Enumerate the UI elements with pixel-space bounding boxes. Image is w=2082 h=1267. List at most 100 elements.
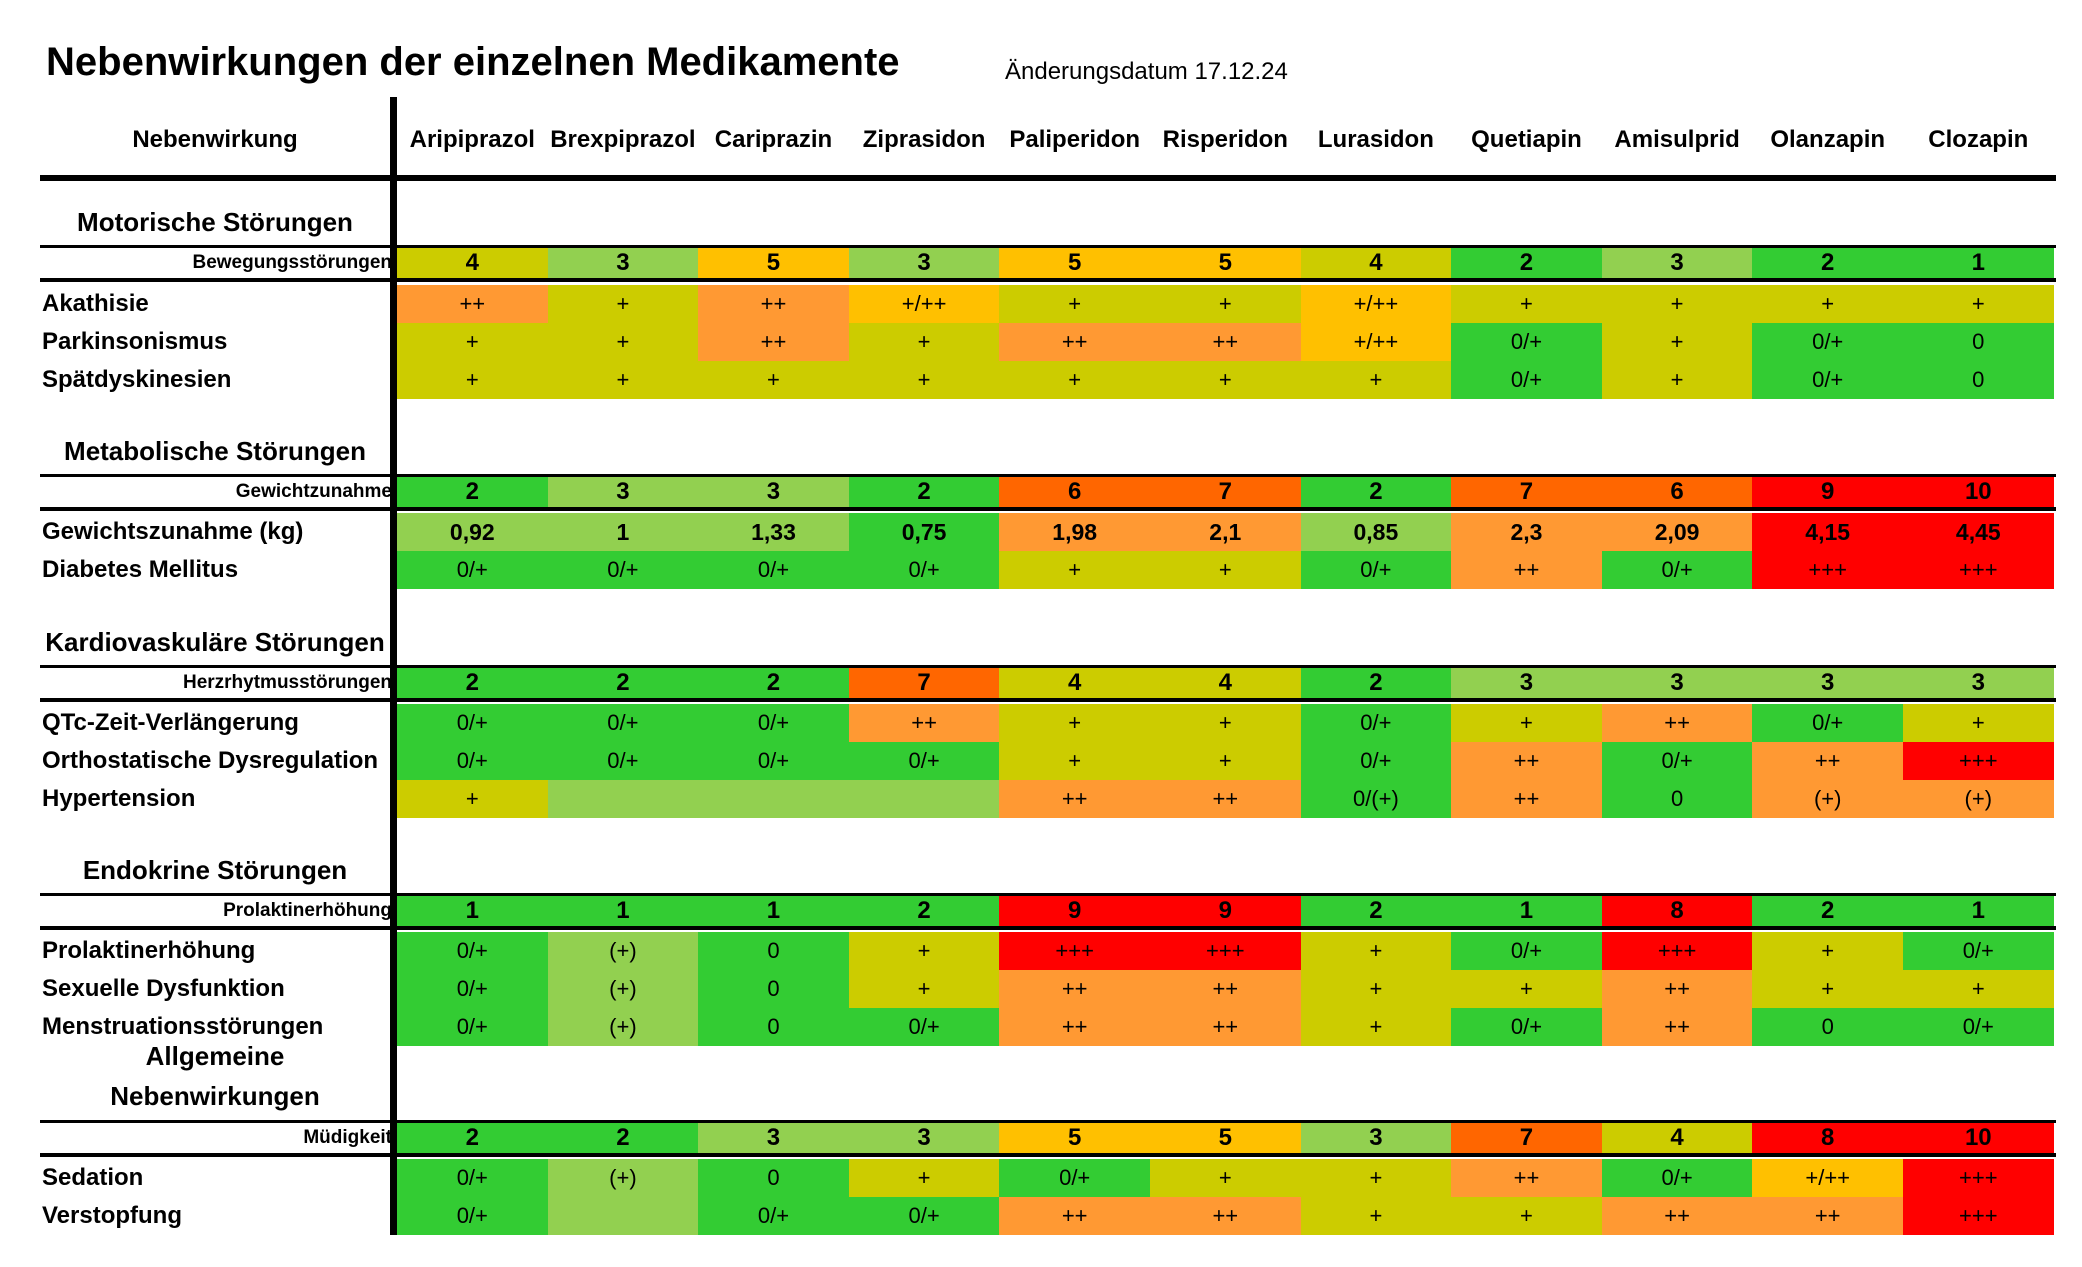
table-cell: + xyxy=(848,1159,1000,1197)
column-header-drug: Ziprasidon xyxy=(862,126,986,153)
table-cell xyxy=(698,780,849,818)
section-divider xyxy=(40,1120,2056,1123)
table-cell: 0 xyxy=(1752,1008,1903,1046)
table-cell: 1,98 xyxy=(999,513,1150,551)
summary-score-cell: 4 xyxy=(999,668,1150,698)
table-cell: 0/+ xyxy=(1601,1159,1753,1197)
section-title-line2: Nebenwirkungen xyxy=(110,1081,320,1111)
table-cell: 0/+ xyxy=(698,704,849,742)
summary-score-cell: 1 xyxy=(1903,896,2054,926)
row-label: Orthostatische Dysregulation xyxy=(42,747,379,774)
section-title: Endokrine Störungen xyxy=(82,855,348,885)
table-cell: + xyxy=(397,323,548,361)
change-date: Änderungsdatum 17.12.24 xyxy=(1005,58,1288,85)
table-cell: + xyxy=(1150,361,1301,399)
table-cell: + xyxy=(1300,1008,1452,1046)
table-cell: 0/+ xyxy=(547,551,699,589)
table-cell: + xyxy=(1451,1197,1602,1235)
table-cell: ++ xyxy=(1601,1197,1753,1235)
summary-score-cell: 6 xyxy=(1601,477,1753,507)
table-cell: 0/+ xyxy=(397,1008,548,1046)
table-cell: + xyxy=(1601,285,1753,323)
table-cell: 0/+ xyxy=(397,551,548,589)
summary-score-cell: 3 xyxy=(547,477,699,507)
section-divider xyxy=(40,893,2056,896)
summary-score-cell: 5 xyxy=(698,248,849,278)
table-cell: + xyxy=(1150,1159,1301,1197)
table-cell: ++ xyxy=(1150,970,1301,1008)
summary-score-cell: 2 xyxy=(547,668,699,698)
table-cell: ++ xyxy=(1451,780,1602,818)
section-title: Metabolische Störungen xyxy=(64,436,366,466)
table-cell: 0,75 xyxy=(848,513,1000,551)
summary-score-cell: 1 xyxy=(698,896,849,926)
table-cell: + xyxy=(1752,970,1903,1008)
summary-score-cell: 6 xyxy=(999,477,1150,507)
table-cell: + xyxy=(1451,970,1602,1008)
table-cell: 0 xyxy=(698,970,849,1008)
table-cell: ++ xyxy=(999,1008,1150,1046)
summary-score-cell: 4 xyxy=(397,248,548,278)
section-title: Motorische Störungen xyxy=(77,207,353,237)
row-label: QTc-Zeit-Verlängerung xyxy=(42,709,299,736)
table-cell: ++ xyxy=(397,285,548,323)
summary-score-cell: 2 xyxy=(397,477,548,507)
table-cell: + xyxy=(848,932,1000,970)
table-cell: + xyxy=(1451,285,1602,323)
table-cell: 0 xyxy=(698,1008,849,1046)
table-cell: + xyxy=(397,361,548,399)
summary-score-cell: 3 xyxy=(1903,668,2054,698)
table-cell: 0/+ xyxy=(1300,704,1452,742)
table-cell: 0/+ xyxy=(1451,932,1602,970)
table-cell: 0/+ xyxy=(1903,932,2054,970)
table-cell: 0 xyxy=(698,932,849,970)
table-cell: 1,33 xyxy=(698,513,849,551)
table-cell: 0/+ xyxy=(848,1197,1000,1235)
summary-score-cell: 7 xyxy=(1451,1123,1602,1153)
table-cell: 2,09 xyxy=(1601,513,1753,551)
table-cell: 4,45 xyxy=(1903,513,2054,551)
table-cell: ++ xyxy=(999,1197,1150,1235)
summary-score-cell: 2 xyxy=(1300,896,1452,926)
summary-score-cell: 1 xyxy=(1903,248,2054,278)
summary-score-cell: 3 xyxy=(547,248,699,278)
table-cell: (+) xyxy=(547,1008,699,1046)
table-cell: + xyxy=(1300,1159,1452,1197)
summary-label: Herzrhytmusstörungen xyxy=(182,672,392,693)
summary-score-cell: 2 xyxy=(397,1123,548,1153)
summary-score-cell: 1 xyxy=(1451,896,1602,926)
table-cell xyxy=(547,780,699,818)
table-cell: 0 xyxy=(1601,780,1753,818)
summary-divider xyxy=(40,278,2056,282)
row-label: Gewichtszunahme (kg) xyxy=(42,518,304,545)
section-title: Kardiovaskuläre Störungen xyxy=(45,627,385,657)
summary-score-cell: 3 xyxy=(848,248,1000,278)
table-cell: + xyxy=(999,742,1150,780)
column-header-drug: Quetiapin xyxy=(1471,126,1582,153)
table-cell: 0/+ xyxy=(999,1159,1150,1197)
summary-score-cell: 3 xyxy=(1300,1123,1452,1153)
table-cell: 0/+ xyxy=(397,1159,548,1197)
column-header-drug: Lurasidon xyxy=(1317,126,1434,153)
summary-score-cell: 5 xyxy=(1150,1123,1301,1153)
summary-score-cell: 10 xyxy=(1903,477,2054,507)
row-label: Hypertension xyxy=(42,785,196,812)
table-cell: 0/+ xyxy=(848,742,1000,780)
summary-score-cell: 2 xyxy=(547,1123,699,1153)
table-cell: 0 xyxy=(698,1159,849,1197)
table-cell: + xyxy=(848,361,1000,399)
table-cell: 0,92 xyxy=(397,513,548,551)
summary-score-cell: 3 xyxy=(698,1123,849,1153)
table-cell: 0/+ xyxy=(397,742,548,780)
summary-score-cell: 3 xyxy=(698,477,849,507)
table-cell: ++ xyxy=(1150,780,1301,818)
column-header-drug: Clozapin xyxy=(1928,126,2029,153)
summary-score-cell: 8 xyxy=(1601,896,1753,926)
table-cell: + xyxy=(1300,1197,1452,1235)
table-cell: +/++ xyxy=(1752,1159,1903,1197)
table-cell: ++ xyxy=(848,704,1000,742)
summary-label: Bewegungsstörungen xyxy=(192,252,392,273)
table-cell: + xyxy=(999,704,1150,742)
table-cell: +++ xyxy=(1601,932,1753,970)
summary-score-cell: 5 xyxy=(1150,248,1301,278)
